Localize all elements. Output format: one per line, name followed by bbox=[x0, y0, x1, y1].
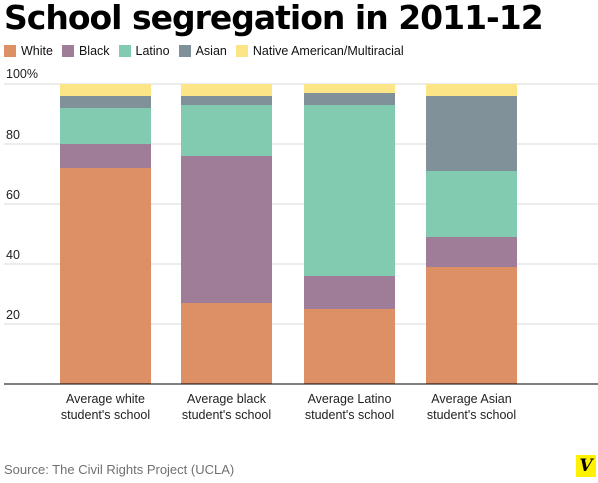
bar-segment-asian-0 bbox=[60, 96, 151, 108]
y-tick-label-100: 100% bbox=[6, 67, 38, 81]
bar-segment-white-1 bbox=[181, 303, 272, 384]
bar-segment-latino-1 bbox=[181, 105, 272, 156]
legend-label-native-multiracial: Native American/Multiracial bbox=[252, 44, 404, 58]
legend-swatch-native-multiracial bbox=[235, 45, 248, 57]
legend-label-asian: Asian bbox=[195, 44, 227, 58]
bar-segment-latino-2 bbox=[304, 105, 395, 276]
bar-segment-black-3 bbox=[426, 237, 517, 267]
x-category-label-3: Average Asian student's school bbox=[427, 392, 516, 422]
bar-segment-native-american-multiracial-1 bbox=[181, 84, 272, 96]
legend-swatch-latino bbox=[118, 45, 131, 57]
bar-segment-white-3 bbox=[426, 267, 517, 384]
y-tick-label-80: 80 bbox=[6, 128, 20, 142]
y-tick-label-20: 20 bbox=[6, 308, 20, 322]
legend-label-latino: Latino bbox=[135, 44, 170, 58]
bar-segment-white-2 bbox=[304, 309, 395, 384]
bar-segment-white-0 bbox=[60, 168, 151, 384]
legend-swatch-white bbox=[4, 45, 16, 57]
legend: White Black Latino Asian Native American… bbox=[4, 44, 404, 58]
bar-segment-black-1 bbox=[181, 156, 272, 303]
bar-segment-native-american-multiracial-3 bbox=[426, 84, 517, 96]
bar-segment-native-american-multiracial-2 bbox=[304, 84, 395, 93]
bar-segment-black-0 bbox=[60, 144, 151, 168]
legend-item-black: Black bbox=[61, 44, 110, 58]
y-tick-label-40: 40 bbox=[6, 248, 20, 262]
legend-label-white: White bbox=[21, 44, 53, 58]
bar-segment-latino-3 bbox=[426, 171, 517, 237]
legend-swatch-black bbox=[61, 45, 74, 57]
bar-segment-black-2 bbox=[304, 276, 395, 309]
legend-item-latino: Latino bbox=[118, 44, 170, 58]
y-tick-label-60: 60 bbox=[6, 188, 20, 202]
source-note: Source: The Civil Rights Project (UCLA) bbox=[4, 462, 235, 477]
vox-logo: V bbox=[576, 455, 596, 477]
bar-segment-latino-0 bbox=[60, 108, 151, 144]
x-category-label-1: Average black student's school bbox=[182, 392, 271, 422]
bar-segment-asian-3 bbox=[426, 96, 517, 171]
stacked-bar-chart: 20 40 60 80 100% Average white student's schoo… bbox=[4, 67, 598, 422]
bar-segment-asian-1 bbox=[181, 96, 272, 105]
legend-label-black: Black bbox=[78, 44, 110, 58]
legend-swatch-asian bbox=[178, 45, 191, 57]
legend-item-asian: Asian bbox=[178, 44, 227, 58]
chart-title: School segregation in 2011-12 bbox=[4, 0, 544, 37]
x-category-label-0: Average white student's school bbox=[61, 392, 150, 422]
x-category-label-2: Average Latino student's school bbox=[305, 392, 394, 422]
legend-item-white: White bbox=[4, 44, 53, 58]
bar-segment-native-american-multiracial-0 bbox=[60, 84, 151, 96]
legend-item-native-multiracial: Native American/Multiracial bbox=[235, 44, 404, 58]
bar-segment-asian-2 bbox=[304, 93, 395, 105]
